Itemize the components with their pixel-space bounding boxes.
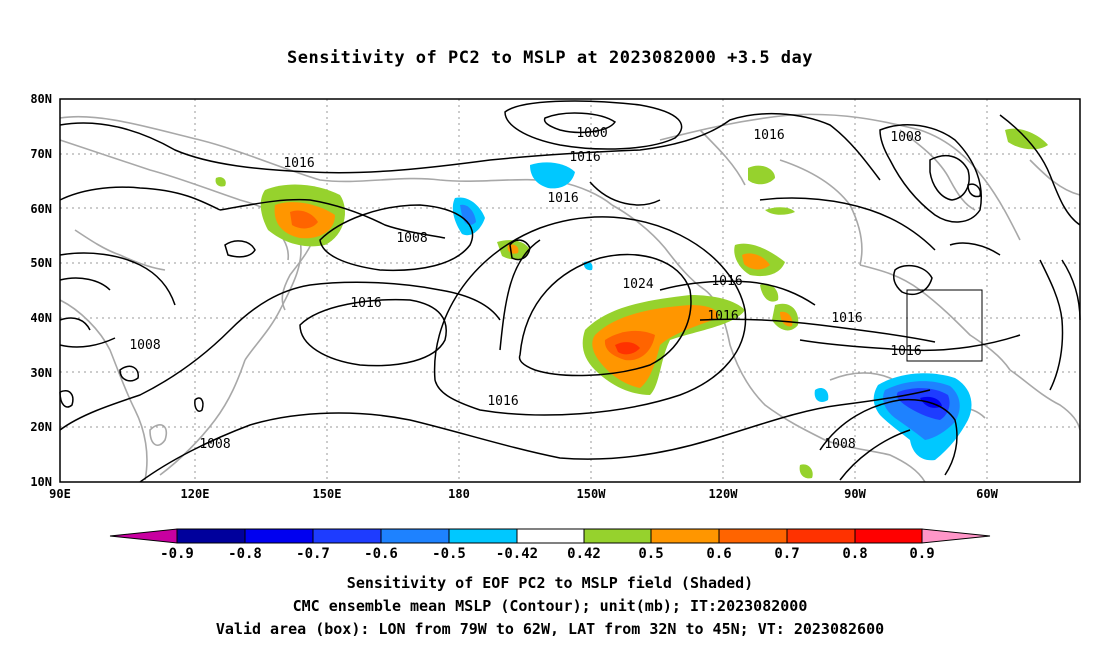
contour-label: 1008 — [890, 130, 921, 145]
colorbar-tick-label: 0.8 — [842, 546, 867, 562]
mslp-contours — [59, 100, 1081, 483]
lon-label: 120W — [709, 487, 739, 501]
contour-label: 1016 — [707, 309, 738, 324]
lat-label: 10N — [30, 475, 52, 489]
lat-label: 50N — [30, 256, 52, 270]
colorbar-segment — [854, 528, 923, 544]
colorbar-segment — [650, 528, 720, 544]
lat-label: 30N — [30, 366, 52, 380]
caption-valid-area: Valid area (box): LON from 79W to 62W, L… — [215, 620, 885, 638]
valid-area-box — [906, 289, 983, 362]
lat-label: 80N — [30, 92, 52, 106]
colorbar-tick-label: 0.7 — [774, 546, 799, 562]
contour-label: 1016 — [753, 128, 784, 143]
contour-label: 1008 — [396, 231, 427, 246]
contour-label: 1016 — [283, 156, 314, 171]
map-border — [59, 98, 1081, 483]
colorbar-tick-label: 0.6 — [706, 546, 731, 562]
colorbar-segment — [244, 528, 314, 544]
colorbar-left-arrow — [109, 528, 178, 544]
colorbar-segment — [718, 528, 788, 544]
contour-label: 1016 — [831, 311, 862, 326]
colorbar-segment — [786, 528, 856, 544]
colorbar-tick-label: -0.5 — [432, 546, 466, 562]
longitude-labels: 90E 120E 150E 180 150W 120W 90W 60W — [49, 487, 998, 501]
caption-shaded: Sensitivity of EOF PC2 to MSLP field (Sh… — [346, 574, 754, 592]
contour-label: 1016 — [890, 344, 921, 359]
contour-label: 1008 — [824, 437, 855, 452]
colorbar-segment — [176, 528, 246, 544]
shading-negative — [452, 162, 972, 461]
lon-label: 150E — [313, 487, 342, 501]
lat-label: 60N — [30, 202, 52, 216]
contour-label: 1016 — [547, 191, 578, 206]
colorbar-tick-label: -0.9 — [160, 546, 194, 562]
lon-label: 90E — [49, 487, 71, 501]
contour-label: 1008 — [199, 437, 230, 452]
lon-label: 90W — [844, 487, 866, 501]
contour-label: 1016 — [487, 394, 518, 409]
lat-label: 40N — [30, 311, 52, 325]
colorbar-tick-label: -0.6 — [364, 546, 398, 562]
latitude-labels: 80N 70N 60N 50N 40N 30N 20N 10N — [30, 92, 52, 489]
colorbar-tick-label: -0.8 — [228, 546, 262, 562]
colorbar-tick-label: -0.7 — [296, 546, 330, 562]
colorbar-tick-label: -0.42 — [496, 546, 538, 562]
lon-label: 120E — [181, 487, 210, 501]
colorbar-segment — [448, 528, 518, 544]
lon-label: 180 — [448, 487, 470, 501]
colorbar-segment — [312, 528, 382, 544]
contour-label: 1024 — [622, 277, 653, 292]
contour-label: 1016 — [711, 274, 742, 289]
colorbar-tick-label: 0.42 — [567, 546, 601, 562]
contour-label: 1016 — [569, 150, 600, 165]
lat-label: 20N — [30, 420, 52, 434]
colorbar-tick-label: 0.9 — [909, 546, 934, 562]
contour-label: 1008 — [129, 338, 160, 353]
colorbar-tick-label: 0.5 — [638, 546, 663, 562]
colorbar-segment — [516, 528, 585, 544]
plot-title: Sensitivity of PC2 to MSLP at 2023082000… — [286, 48, 813, 68]
colorbar-segment — [380, 528, 450, 544]
colorbar-segment — [583, 528, 652, 544]
contour-labels: 1000 1016 1016 1008 1016 1016 1008 1016 … — [129, 126, 921, 452]
contour-label: 1016 — [350, 296, 381, 311]
lat-label: 70N — [30, 147, 52, 161]
lon-label: 150W — [577, 487, 607, 501]
colorbar-right-arrow — [921, 528, 991, 544]
caption-contour: CMC ensemble mean MSLP (Contour); unit(m… — [292, 597, 808, 615]
colorbar: -0.9 -0.8 -0.7 -0.6 -0.5 -0.42 0.42 0.5 … — [109, 528, 991, 562]
lon-label: 60W — [976, 487, 998, 501]
contour-label: 1000 — [576, 126, 607, 141]
